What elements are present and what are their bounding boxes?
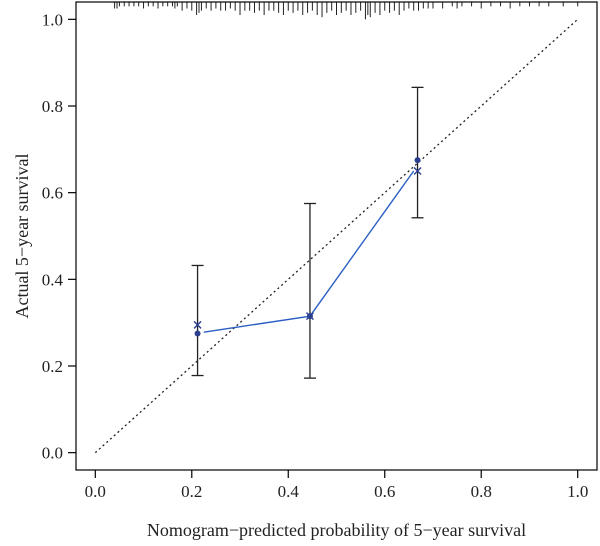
y-tick-label: 0.2	[42, 357, 63, 376]
x-tick-label: 0.8	[471, 482, 492, 501]
data-series	[191, 86, 424, 379]
axis-ticks: 0.0 0.2 0.4 0.6 0.8 1.0 0.0 0.2 0.4 0.6 0.8 1.0	[42, 10, 589, 501]
bias-corrected-x-stroke	[413, 167, 422, 175]
rug-marks	[114, 2, 579, 20]
y-axis-title: Actual 5−year survival	[12, 153, 32, 318]
bias-corrected-x-stroke	[305, 312, 314, 321]
y-tick-label: 0.0	[42, 444, 63, 463]
bias-corrected-point	[305, 312, 314, 321]
reference-diagonal-line	[94, 18, 579, 454]
x-axis-title: Nomogram−predicted probability of 5−year…	[147, 520, 526, 540]
y-tick-label: 1.0	[42, 10, 63, 29]
apparent-point	[194, 330, 201, 337]
apparent-point	[414, 157, 421, 164]
x-tick-label: 0.2	[181, 482, 202, 501]
y-tick-label: 0.8	[42, 97, 63, 116]
bias-corrected-point	[413, 167, 422, 175]
x-tick-label: 0.6	[374, 482, 395, 501]
plot-frame	[75, 1, 598, 471]
x-tick-label: 0.0	[85, 482, 106, 501]
y-tick-label: 0.4	[42, 270, 64, 289]
x-tick-label: 0.4	[278, 482, 300, 501]
y-tick-label: 0.6	[42, 184, 63, 203]
bias-corrected-x-stroke	[193, 320, 202, 329]
x-tick-label: 1.0	[567, 482, 588, 501]
bias-corrected-point	[193, 320, 202, 329]
